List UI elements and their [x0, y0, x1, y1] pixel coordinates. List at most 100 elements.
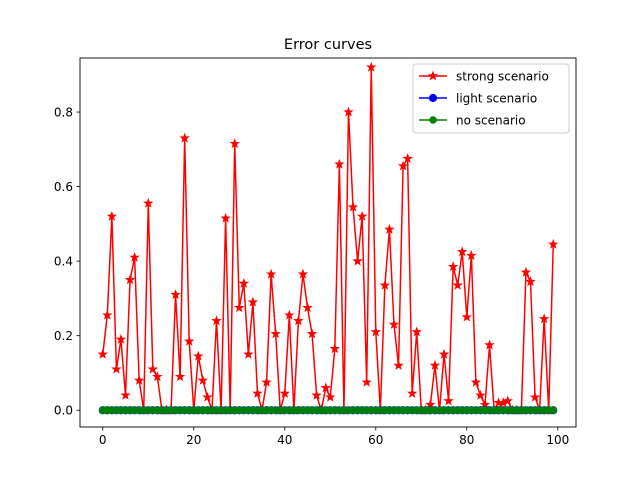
data-point	[202, 391, 213, 402]
data-point	[329, 343, 341, 354]
legend-marker	[427, 70, 439, 81]
y-tick-label: 0.2	[54, 329, 73, 343]
data-point	[325, 391, 336, 402]
data-point	[261, 376, 272, 387]
series-layer	[97, 61, 559, 415]
data-point	[133, 374, 145, 385]
data-point	[293, 315, 304, 326]
legend-label: strong scenario	[456, 70, 549, 84]
data-point	[406, 387, 418, 398]
data-point	[538, 313, 550, 324]
legend-marker	[429, 116, 437, 124]
data-point	[466, 250, 477, 260]
data-point	[143, 197, 154, 208]
data-point	[170, 289, 181, 300]
legend-entry: strong scenario	[419, 70, 549, 84]
series-2	[99, 406, 557, 414]
data-point	[302, 302, 313, 313]
data-point	[97, 348, 108, 359]
data-point	[366, 61, 377, 72]
data-point	[356, 210, 368, 221]
data-point	[102, 309, 113, 320]
series-line	[102, 66, 554, 411]
legend-label: no scenario	[456, 114, 526, 128]
chart-title: Error curves	[284, 37, 372, 53]
data-point	[234, 302, 245, 313]
data-point	[379, 279, 391, 290]
data-point	[106, 210, 118, 221]
data-point	[220, 212, 231, 223]
data-point	[429, 360, 441, 370]
data-point	[402, 153, 413, 164]
data-point	[525, 276, 536, 287]
legend-label: light scenario	[456, 92, 537, 106]
data-point	[197, 374, 209, 385]
data-point	[243, 348, 254, 359]
data-point	[352, 255, 363, 266]
data-point	[484, 339, 495, 350]
legend-entry: light scenario	[419, 92, 537, 106]
data-point	[470, 376, 482, 387]
data-point	[184, 335, 195, 346]
data-point	[529, 391, 541, 402]
axes-frame	[79, 57, 577, 428]
data-point	[284, 309, 295, 320]
data-point	[270, 328, 281, 339]
data-point	[238, 278, 250, 288]
data-point	[502, 395, 513, 406]
data-point	[384, 223, 395, 234]
x-tick-label: 20	[186, 433, 201, 447]
data-point	[306, 328, 318, 339]
data-point	[347, 201, 359, 212]
data-point	[179, 132, 190, 143]
data-point	[174, 371, 186, 382]
data-point	[443, 395, 454, 406]
data-point	[311, 389, 322, 400]
x-tick-label: 40	[277, 433, 292, 447]
y-tick-label: 0.8	[54, 105, 73, 119]
data-point	[297, 268, 309, 279]
data-point	[461, 311, 472, 322]
data-point	[320, 382, 331, 393]
data-point	[120, 389, 131, 400]
data-point	[252, 387, 263, 398]
data-point	[265, 268, 277, 279]
data-point	[147, 363, 159, 374]
y-tick-label: 0.6	[54, 180, 73, 194]
data-point	[211, 315, 222, 326]
data-point	[152, 371, 163, 382]
x-tick-label: 0	[99, 433, 107, 447]
data-point	[334, 158, 345, 169]
data-point	[247, 296, 259, 307]
data-point	[115, 333, 127, 344]
legend: strong scenario light scenario no scenario	[412, 63, 570, 134]
y-tick-label: 0.0	[54, 404, 73, 418]
data-point	[343, 106, 354, 117]
data-point	[520, 266, 532, 277]
data-point	[452, 279, 463, 290]
data-point	[388, 319, 400, 329]
data-point	[548, 238, 559, 249]
data-point	[397, 160, 409, 171]
data-point	[129, 251, 140, 262]
x-tick-label: 80	[459, 433, 474, 447]
data-point	[447, 261, 459, 272]
data-point	[475, 389, 486, 400]
data-point	[361, 376, 372, 387]
data-point	[193, 350, 204, 361]
data-point	[370, 326, 381, 337]
legend-entry: no scenario	[419, 114, 526, 128]
data-point	[457, 246, 468, 257]
x-axis: 0 20 40 60 80 100	[99, 427, 569, 447]
data-point	[393, 360, 404, 370]
x-tick-label: 60	[368, 433, 383, 447]
data-point	[438, 348, 450, 359]
data-point	[124, 274, 136, 285]
data-point	[229, 138, 240, 149]
y-tick-label: 0.4	[54, 254, 73, 268]
x-tick-label: 100	[546, 433, 569, 447]
data-point	[411, 326, 422, 337]
legend-box	[412, 63, 570, 134]
data-point	[549, 406, 557, 414]
y-axis: 0.0 0.2 0.4 0.6 0.8	[54, 105, 80, 418]
